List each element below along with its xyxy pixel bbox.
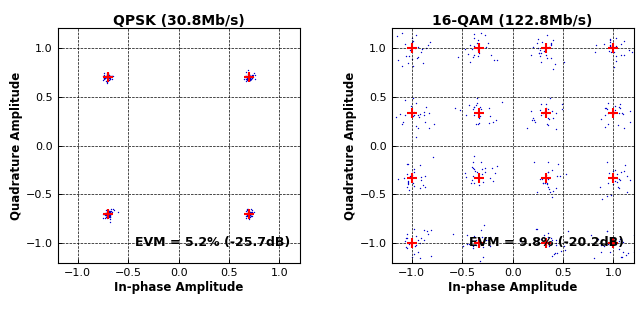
Y-axis label: Quadrature Amplitude: Quadrature Amplitude xyxy=(10,71,23,220)
Y-axis label: Quadrature Amplitude: Quadrature Amplitude xyxy=(344,71,357,220)
Title: 16-QAM (122.8Mb/s): 16-QAM (122.8Mb/s) xyxy=(433,14,593,28)
Title: QPSK (30.8Mb/s): QPSK (30.8Mb/s) xyxy=(113,14,244,28)
Text: EVM = 5.2% (-25.7dB): EVM = 5.2% (-25.7dB) xyxy=(134,236,290,249)
Text: EVM = 9.8% (-20.2dB): EVM = 9.8% (-20.2dB) xyxy=(469,236,624,249)
X-axis label: In-phase Amplitude: In-phase Amplitude xyxy=(114,280,243,294)
X-axis label: In-phase Amplitude: In-phase Amplitude xyxy=(448,280,577,294)
